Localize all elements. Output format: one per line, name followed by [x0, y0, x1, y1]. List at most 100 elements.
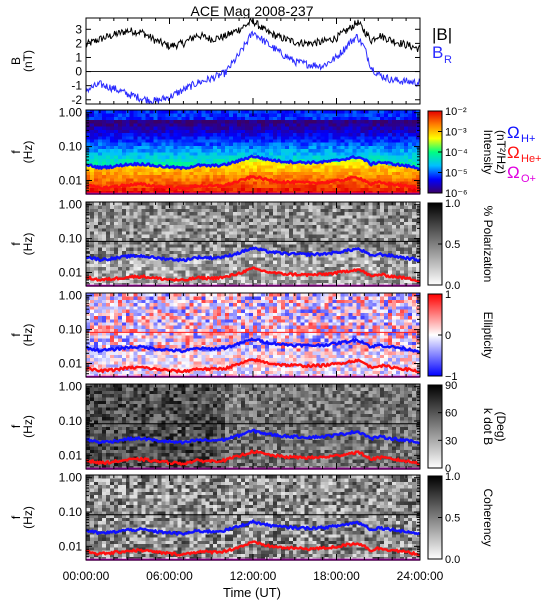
- heatmap-cell: [388, 227, 393, 232]
- heatmap-cell: [264, 155, 270, 159]
- heatmap-cell: [364, 253, 369, 258]
- heatmap-cell: [324, 177, 329, 182]
- heatmap-cell: [173, 214, 178, 219]
- heatmap-cell: [380, 129, 385, 134]
- heatmap-cell: [241, 145, 246, 150]
- heatmap-cell: [121, 152, 127, 156]
- heatmap-cell: [217, 145, 222, 150]
- heatmap-cell: [86, 309, 91, 313]
- heatmap-cell: [296, 168, 302, 172]
- heatmap-cell: [256, 263, 262, 268]
- heatmap-cell: [336, 263, 341, 268]
- heatmap-cell: [241, 184, 246, 188]
- heatmap-cell: [153, 152, 158, 156]
- heatmap-cell: [296, 269, 302, 274]
- heatmap-cell: [129, 155, 135, 159]
- heatmap-cell: [153, 168, 158, 172]
- heatmap-cell: [93, 174, 99, 179]
- heatmap-cell: [141, 266, 147, 271]
- heatmap-cell: [284, 122, 290, 127]
- heatmap-cell: [153, 148, 158, 153]
- heatmap-cell: [332, 139, 337, 143]
- heatmap-cell: [249, 164, 254, 169]
- heatmap-cell: [256, 184, 262, 188]
- heatmap-cell: [165, 190, 170, 195]
- heatmap-cell: [125, 315, 131, 320]
- heatmap-cell: [193, 110, 198, 114]
- heatmap-cell: [245, 184, 250, 188]
- heatmap-cell: [233, 132, 238, 137]
- heatmap-cell: [372, 168, 377, 172]
- heatmap-cell: [213, 155, 218, 159]
- heatmap-cell: [117, 145, 123, 150]
- heatmap-cell: [388, 214, 393, 219]
- heatmap-cell: [93, 279, 99, 284]
- heatmap-cell: [412, 234, 417, 238]
- heatmap-cell: [324, 139, 329, 143]
- heatmap-cell: [288, 227, 294, 232]
- heatmap-cell: [352, 240, 357, 245]
- heatmap-cell: [213, 132, 218, 137]
- heatmap-cell: [133, 263, 139, 268]
- heatmap-cell: [296, 244, 302, 248]
- heatmap-cell: [161, 116, 166, 121]
- heatmap-cell: [185, 276, 190, 280]
- heatmap-cell: [308, 244, 314, 248]
- heatmap-cell: [292, 227, 298, 232]
- heatmap-cell: [141, 164, 147, 169]
- heatmap-cell: [233, 187, 238, 192]
- heatmap-cell: [388, 256, 393, 261]
- heatmap-cell: [181, 231, 186, 235]
- heatmap-cell: [141, 269, 147, 274]
- heatmap-cell: [284, 177, 290, 182]
- heatmap-cell: [384, 221, 389, 226]
- heatmap-cell: [229, 247, 234, 251]
- heatmap-cell: [356, 282, 361, 287]
- heatmap-cell: [268, 266, 274, 271]
- heatmap-cell: [161, 260, 166, 264]
- heatmap-cell: [316, 174, 321, 179]
- heatmap-cell: [201, 263, 206, 268]
- heatmap-cell: [177, 218, 182, 222]
- heatmap-cell: [308, 129, 314, 134]
- heatmap-cell: [157, 139, 162, 143]
- heatmap-cell: [280, 116, 286, 121]
- heatmap-cell: [316, 244, 321, 248]
- heatmap-cell: [332, 132, 337, 137]
- heatmap-cell: [241, 187, 246, 192]
- heatmap-cell: [288, 263, 294, 268]
- heatmap-cell: [97, 256, 103, 261]
- heatmap-cell: [129, 164, 135, 169]
- heatmap-cell: [245, 263, 250, 268]
- heatmap-cell: [380, 184, 385, 188]
- heatmap-cell: [233, 139, 238, 143]
- heatmap-cell: [189, 263, 194, 268]
- heatmap-cell: [221, 221, 226, 226]
- heatmap-cell: [368, 247, 373, 251]
- heatmap-cell: [356, 260, 361, 264]
- heatmap-cell: [89, 247, 95, 251]
- heatmap-cell: [372, 218, 377, 222]
- heatmap-cell: [352, 122, 357, 127]
- heatmap-cell: [149, 218, 154, 222]
- heatmap-cell: [121, 315, 127, 320]
- heatmap-cell: [129, 177, 135, 182]
- heatmap-cell: [296, 132, 302, 137]
- heatmap-cell: [213, 211, 218, 216]
- heatmap-cell: [364, 211, 369, 216]
- heatmap-cell: [101, 208, 107, 213]
- heatmap-cell: [101, 315, 107, 320]
- heatmap-cell: [396, 145, 401, 150]
- heatmap-cell: [245, 266, 250, 271]
- heatmap-cell: [117, 122, 123, 127]
- heatmap-cell: [205, 110, 210, 114]
- heatmap-cell: [264, 122, 270, 127]
- heatmap-cell: [109, 312, 115, 317]
- heatmap-cell: [253, 256, 258, 261]
- heatmap-cell: [296, 224, 302, 229]
- heatmap-cell: [121, 158, 127, 163]
- heatmap-cell: [400, 129, 405, 134]
- heatmap-cell: [137, 211, 143, 216]
- heatmap-cell: [125, 354, 131, 359]
- heatmap-cell: [312, 139, 318, 143]
